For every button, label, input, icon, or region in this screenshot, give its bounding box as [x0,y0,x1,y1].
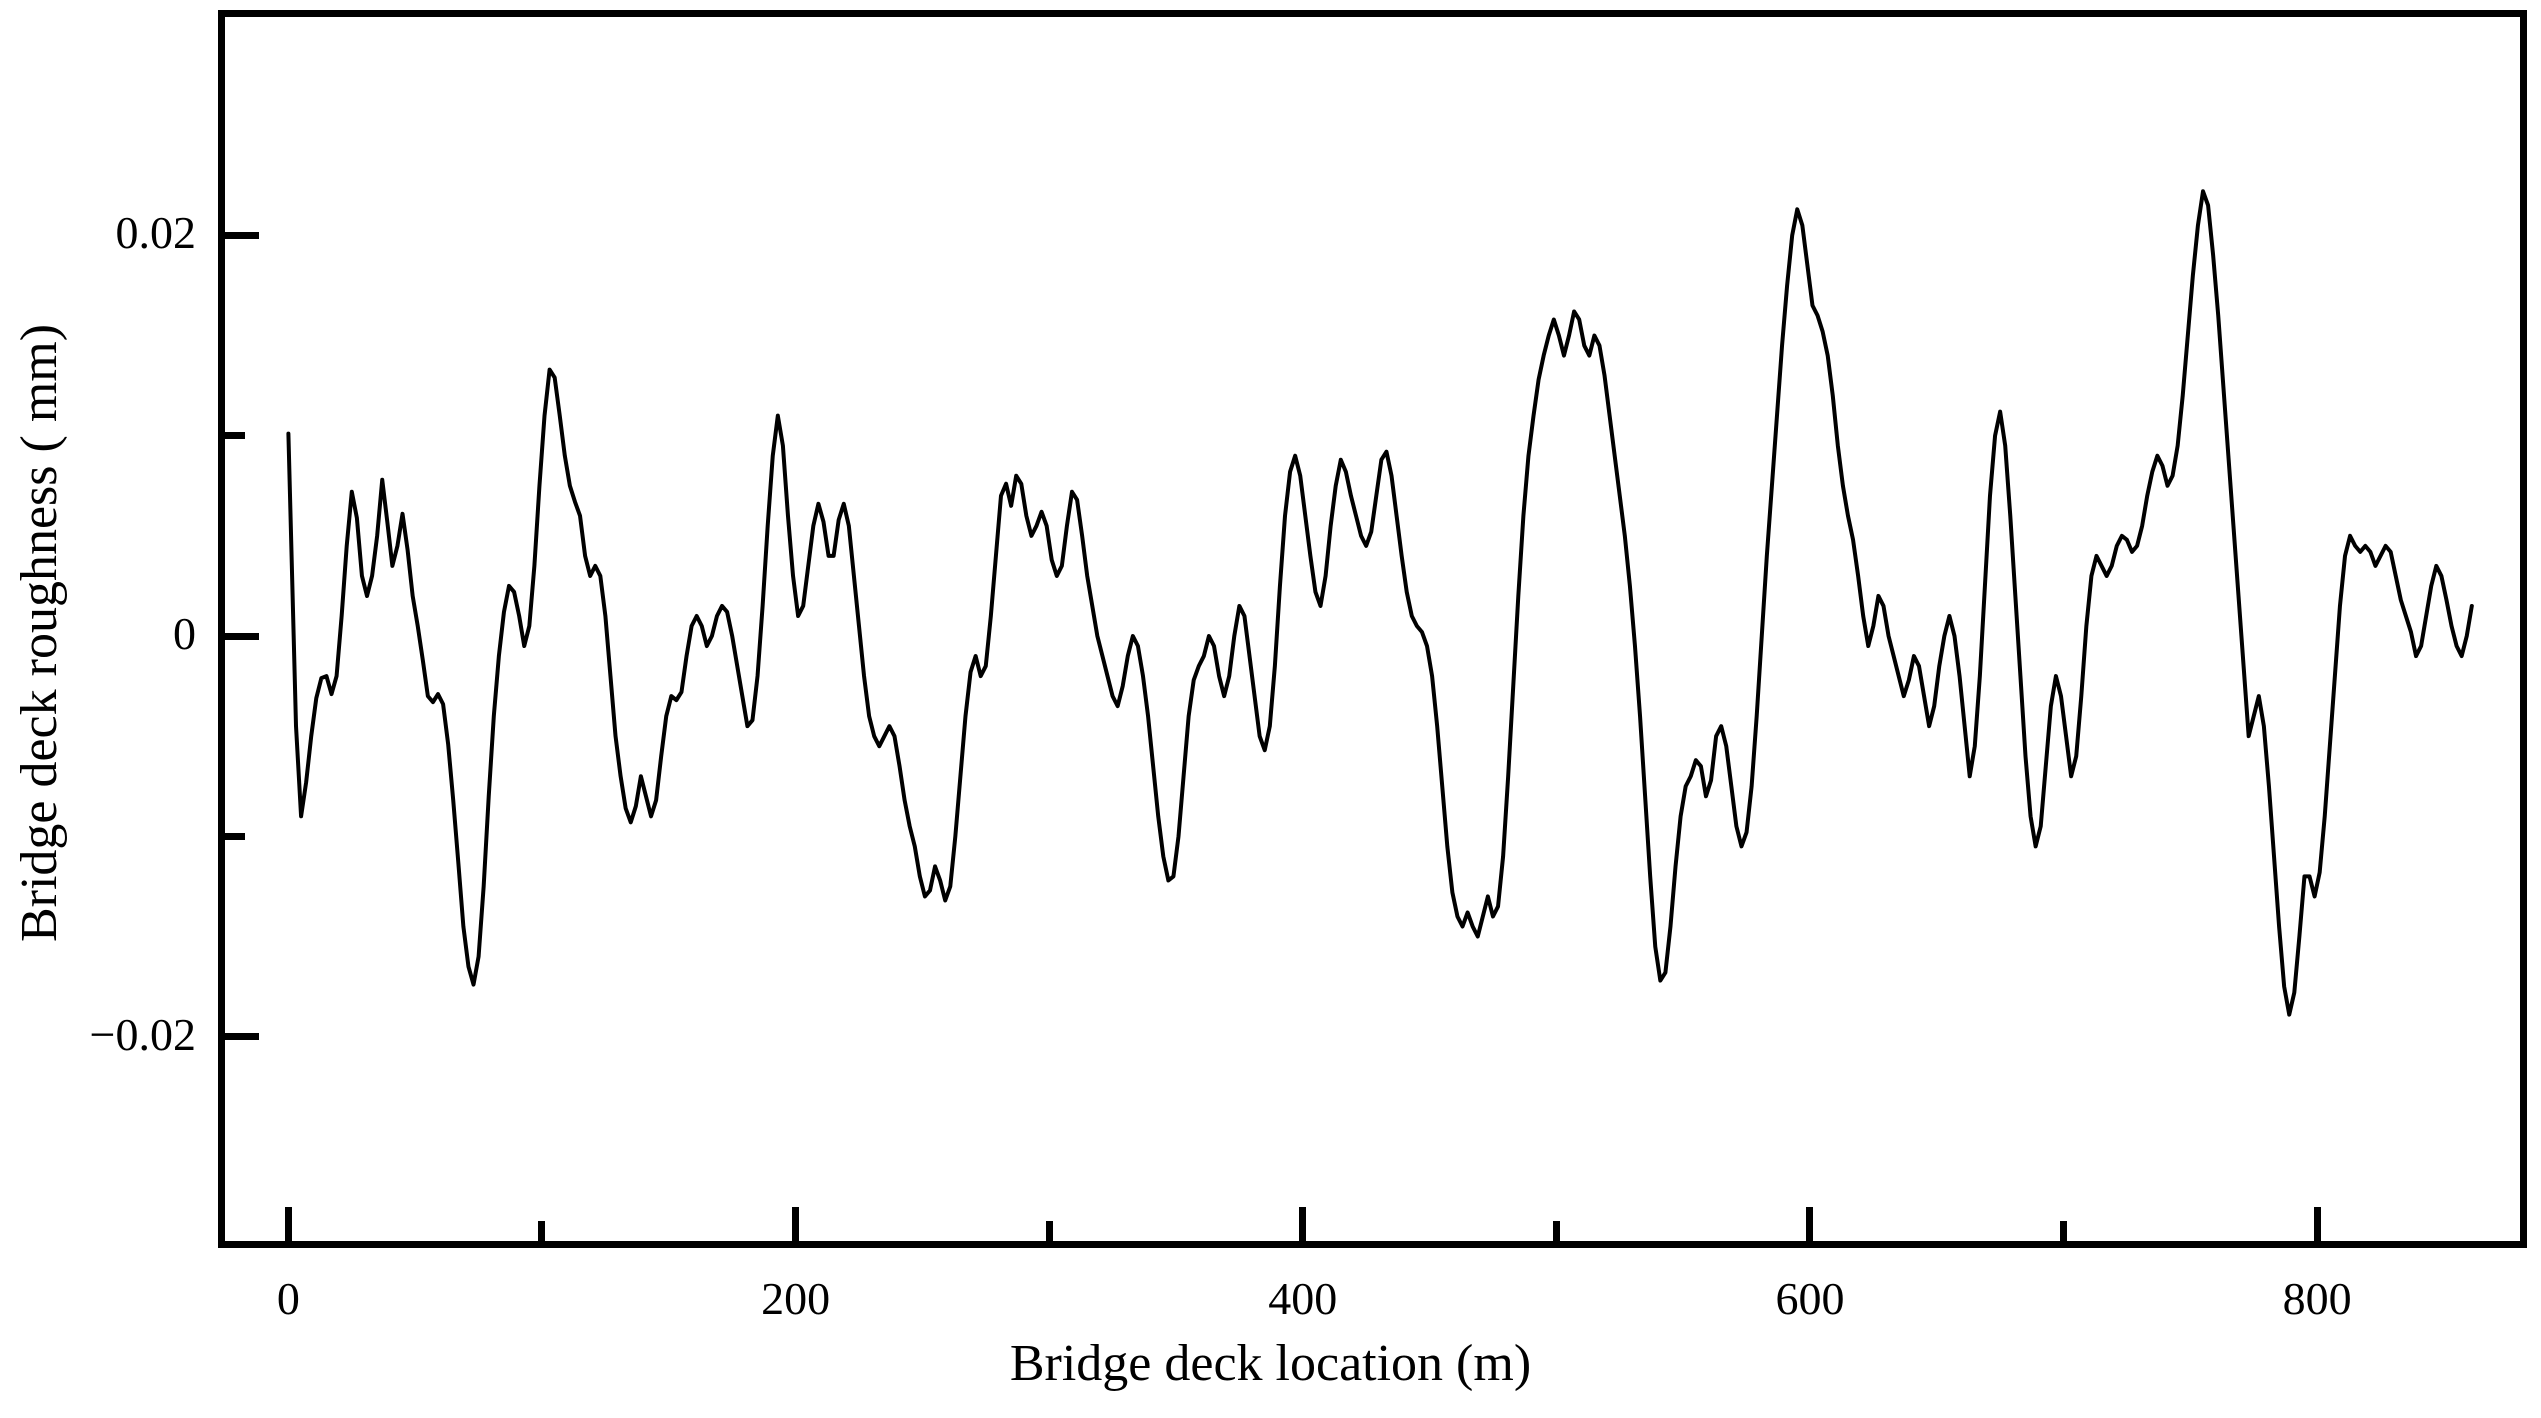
x-axis-major-tick [1806,1207,1814,1241]
y-axis-tick-label: −0.02 [89,1008,196,1060]
y-axis-major-tick [225,1033,259,1041]
y-axis-title: Bridge deck roughness ( mm) [11,323,68,943]
x-axis-tick-label: 0 [276,1273,300,1324]
y-axis-tick-label: 0.02 [115,207,197,259]
x-axis-tick-label: 400 [1268,1273,1338,1324]
x-axis-major-tick [1299,1207,1307,1241]
x-axis-title: Bridge deck location (m) [1009,1335,1532,1392]
y-axis-tick-label: 0 [173,608,196,659]
plot-area [225,17,2520,1241]
y-axis-minor-tick [225,432,245,440]
x-axis-tick-label: 800 [2282,1273,2352,1324]
y-axis-major-tick [225,632,259,640]
data-series-line [225,17,2520,1241]
x-axis-minor-tick [1045,1221,1053,1241]
x-axis-major-tick [792,1207,800,1241]
x-axis-tick-label: 600 [1775,1273,1845,1324]
x-axis-tick-label: 200 [761,1273,831,1324]
x-axis-minor-tick [1552,1221,1560,1241]
y-axis-major-tick [225,231,259,239]
x-axis-minor-tick [538,1221,546,1241]
x-axis-minor-tick [2060,1221,2068,1241]
x-axis-major-tick [284,1207,292,1241]
y-axis-minor-tick [225,832,245,840]
x-axis-major-tick [2313,1207,2321,1241]
plot-frame [218,10,2527,1248]
